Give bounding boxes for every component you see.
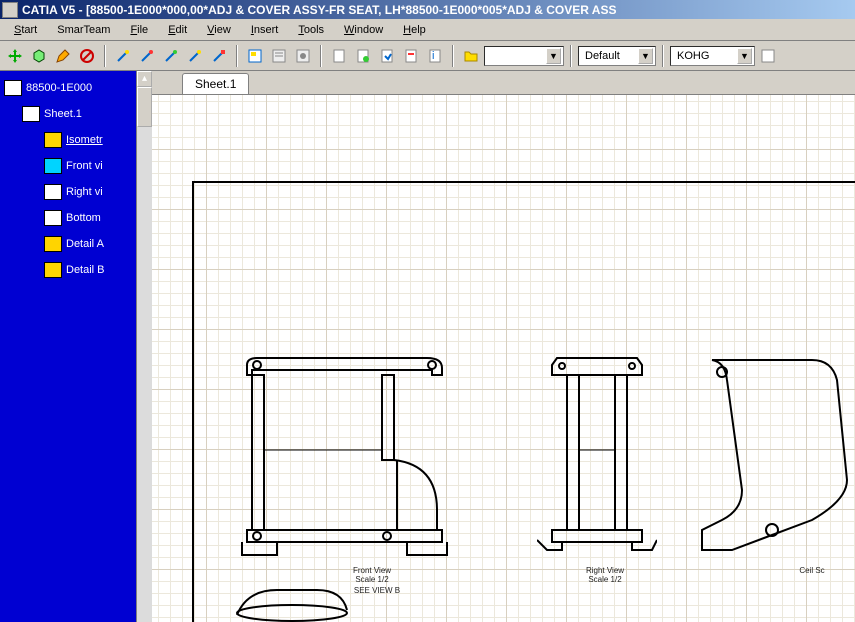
menu-help[interactable]: Help <box>393 22 436 38</box>
tool-cancel-icon[interactable] <box>76 45 98 67</box>
view-icon <box>44 184 62 200</box>
right-view-drawing <box>537 350 657 563</box>
tree-view-label: Detail B <box>66 264 105 276</box>
view-icon <box>44 132 62 148</box>
front-view-label: Front View Scale 1/2 <box>342 567 402 585</box>
tree-view-label: Isometr <box>66 134 103 146</box>
tree-view[interactable]: Bottom <box>0 205 152 231</box>
tree-view[interactable]: Right vi <box>0 179 152 205</box>
menu-window[interactable]: Window <box>334 22 393 38</box>
separator <box>452 45 454 67</box>
tool-doc5-icon[interactable]: i <box>424 45 446 67</box>
sheet-icon <box>22 106 40 122</box>
tool-wand2-icon[interactable] <box>136 45 158 67</box>
menu-smarteam[interactable]: SmarTeam <box>47 22 120 38</box>
dropdown-icon[interactable]: ▼ <box>638 48 653 64</box>
tree-panel: 88500-1E000 Sheet.1 Isometr Front vi Rig… <box>0 71 152 622</box>
svg-text:i: i <box>432 50 434 62</box>
separator <box>662 45 664 67</box>
title-text: CATIA V5 - [88500-1E000*000,00*ADJ & COV… <box>22 3 616 17</box>
dropdown-icon[interactable]: ▼ <box>546 48 561 64</box>
tool-sheet-icon[interactable] <box>244 45 266 67</box>
tree-sheet[interactable]: Sheet.1 <box>0 101 152 127</box>
see-view-label: SEE VIEW B <box>347 587 407 596</box>
combo-user-value: KOHG <box>673 50 713 62</box>
tool-wand4-icon[interactable] <box>184 45 206 67</box>
menu-view[interactable]: View <box>197 22 241 38</box>
tool-move-icon[interactable] <box>4 45 26 67</box>
view-icon <box>44 210 62 226</box>
view-icon <box>44 236 62 252</box>
tool-doc4-icon[interactable] <box>400 45 422 67</box>
separator <box>104 45 106 67</box>
menu-start[interactable]: Start <box>4 22 47 38</box>
tab-sheet[interactable]: Sheet.1 <box>182 73 249 94</box>
workspace: 88500-1E000 Sheet.1 Isometr Front vi Rig… <box>0 71 855 622</box>
tree-view[interactable]: Front vi <box>0 153 152 179</box>
separator <box>236 45 238 67</box>
app-icon <box>2 2 18 18</box>
tool-cube-icon[interactable] <box>28 45 50 67</box>
tool-wand5-icon[interactable] <box>208 45 230 67</box>
tool-apply-icon[interactable] <box>757 45 779 67</box>
tool-props-icon[interactable] <box>268 45 290 67</box>
tool-folder-icon[interactable] <box>460 45 482 67</box>
tool-edit-icon[interactable] <box>52 45 74 67</box>
right-view-label: Right View Scale 1/2 <box>575 567 635 585</box>
view-icon <box>44 262 62 278</box>
detail-drawing <box>227 585 357 622</box>
tree-sheet-label: Sheet.1 <box>44 108 82 120</box>
combo-user[interactable]: KOHG ▼ <box>670 46 755 66</box>
tree-view-label: Front vi <box>66 160 103 172</box>
tree-view-label: Detail A <box>66 238 104 250</box>
front-view-drawing <box>237 350 457 563</box>
tool-settings-icon[interactable] <box>292 45 314 67</box>
tool-wand1-icon[interactable] <box>112 45 134 67</box>
drawing-icon <box>4 80 22 96</box>
iso-view-drawing <box>692 350 855 573</box>
menu-edit[interactable]: Edit <box>158 22 197 38</box>
combo-layer-value: Default <box>581 50 624 62</box>
tree-root-label: 88500-1E000 <box>26 82 92 94</box>
tree-view[interactable]: Detail A <box>0 231 152 257</box>
tool-doc2-icon[interactable] <box>352 45 374 67</box>
tree-root[interactable]: 88500-1E000 <box>0 75 152 101</box>
tool-wand3-icon[interactable] <box>160 45 182 67</box>
canvas-area: Sheet.1 <box>152 71 855 622</box>
tool-doc1-icon[interactable] <box>328 45 350 67</box>
tree-scrollbar[interactable]: ▴ <box>136 71 152 622</box>
menu-tools[interactable]: Tools <box>288 22 334 38</box>
combo-layer[interactable]: Default ▼ <box>578 46 656 66</box>
toolbar: i ▼ Default ▼ KOHG ▼ <box>0 41 855 71</box>
view-icon <box>44 158 62 174</box>
tree-view-label: Bottom <box>66 212 101 224</box>
menu-insert[interactable]: Insert <box>241 22 289 38</box>
scroll-up-icon[interactable]: ▴ <box>137 71 152 87</box>
title-bar: CATIA V5 - [88500-1E000*000,00*ADJ & COV… <box>0 0 855 19</box>
tree-view-label: Right vi <box>66 186 103 198</box>
separator <box>570 45 572 67</box>
dropdown-icon[interactable]: ▼ <box>737 48 752 64</box>
tree-view[interactable]: Detail B <box>0 257 152 283</box>
tool-doc3-icon[interactable] <box>376 45 398 67</box>
combo-blank[interactable]: ▼ <box>484 46 564 66</box>
tree-view[interactable]: Isometr <box>0 127 152 153</box>
menu-bar: Start SmarTeam File Edit View Insert Too… <box>0 19 855 41</box>
scroll-thumb[interactable] <box>137 87 152 127</box>
tab-strip: Sheet.1 <box>152 71 855 95</box>
menu-file[interactable]: File <box>120 22 158 38</box>
ceil-view-label: Ceil Sc <box>792 567 832 576</box>
drawing-canvas[interactable]: Front View Scale 1/2 SEE VIEW B Right Vi… <box>152 95 855 622</box>
separator <box>320 45 322 67</box>
